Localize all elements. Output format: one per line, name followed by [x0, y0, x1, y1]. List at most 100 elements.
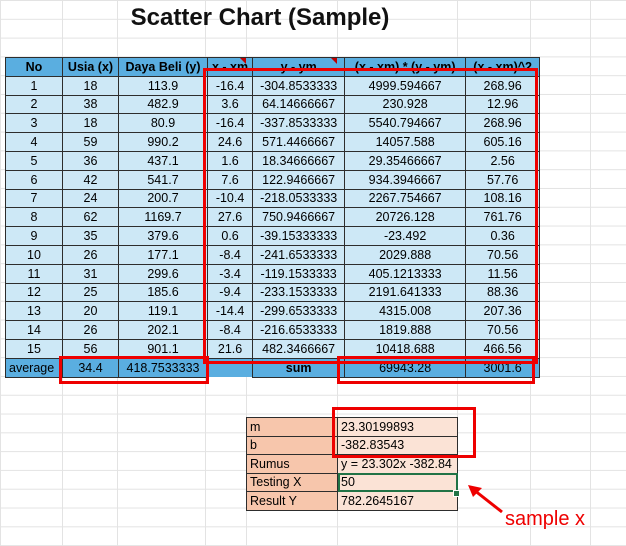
cell-y-dev[interactable]: -337.8533333	[252, 113, 346, 134]
cell-no[interactable]: 1	[5, 75, 63, 96]
cell-product[interactable]: 5540.794667	[344, 113, 467, 134]
cell-usia[interactable]: 18	[62, 75, 119, 96]
average-label[interactable]: average	[5, 357, 63, 378]
cell-x-dev[interactable]: -16.4	[206, 75, 254, 96]
cell-daya-beli[interactable]: 80.9	[118, 113, 208, 134]
cell-product[interactable]: 29.35466667	[344, 150, 467, 171]
cell-x-dev[interactable]: 0.6	[206, 226, 254, 246]
cell-no[interactable]: 8	[5, 207, 63, 228]
cell-daya-beli[interactable]: 185.6	[118, 282, 208, 303]
fill-handle[interactable]	[453, 490, 460, 497]
comment-indicator-icon[interactable]	[331, 58, 337, 64]
cell-x-dev[interactable]: -9.4	[206, 282, 254, 303]
cell-y-dev[interactable]: 122.9466667	[252, 169, 346, 190]
average-x[interactable]: 34.4	[62, 357, 119, 378]
cell-daya-beli[interactable]: 177.1	[118, 244, 208, 265]
cell-usia[interactable]: 59	[62, 132, 119, 152]
cell-no[interactable]: 6	[5, 169, 63, 190]
cell-x-dev[interactable]: -10.4	[206, 188, 254, 209]
cell-no[interactable]: 5	[5, 150, 63, 171]
cell-no[interactable]: 3	[5, 113, 63, 134]
cell-y-dev[interactable]: -39.15333333	[252, 226, 346, 246]
cell-x-squared[interactable]: 268.96	[465, 113, 541, 134]
cell-product[interactable]: -23.492	[344, 226, 467, 246]
cell-product[interactable]: 20726.128	[344, 207, 467, 228]
cell-product[interactable]: 2029.888	[344, 244, 467, 265]
cell-no[interactable]: 2	[5, 94, 63, 115]
cell-daya-beli[interactable]: 482.9	[118, 94, 208, 115]
cell-usia[interactable]: 38	[62, 94, 119, 115]
cell-y-dev[interactable]: 750.9466667	[252, 207, 346, 228]
cell-no[interactable]: 11	[5, 263, 63, 284]
cell-x-squared[interactable]: 761.76	[465, 207, 541, 228]
cell-no[interactable]: 7	[5, 188, 63, 209]
cell-x-squared[interactable]: 605.16	[465, 132, 541, 152]
cell-x-dev[interactable]: 7.6	[206, 169, 254, 190]
cell-x-squared[interactable]: 0.36	[465, 226, 541, 246]
cell-x-squared[interactable]: 466.56	[465, 338, 541, 359]
header-daya-beli[interactable]: Daya Beli (y)	[118, 57, 208, 77]
cell-y-dev[interactable]: -241.6533333	[252, 244, 346, 265]
cell-usia[interactable]: 31	[62, 263, 119, 284]
cell-product[interactable]: 230.928	[344, 94, 467, 115]
calc-value-rumus[interactable]: y = 23.302x -382.84	[337, 454, 458, 474]
calc-label-testing-x[interactable]: Testing X	[246, 472, 338, 492]
calc-label-b[interactable]: b	[246, 435, 338, 455]
cell-no[interactable]: 15	[5, 338, 63, 359]
testing-x-input-cell[interactable]: 50	[337, 472, 458, 492]
cell-x-dev[interactable]: 27.6	[206, 207, 254, 228]
cell-product[interactable]: 2267.754667	[344, 188, 467, 209]
cell-usia[interactable]: 35	[62, 226, 119, 246]
calc-value-m[interactable]: 23.30199893	[337, 417, 458, 437]
cell-x-dev[interactable]: -8.4	[206, 320, 254, 340]
cell-x-dev[interactable]: 24.6	[206, 132, 254, 152]
cell-daya-beli[interactable]: 379.6	[118, 226, 208, 246]
cell-x-dev[interactable]: -16.4	[206, 113, 254, 134]
cell-product[interactable]: 4315.008	[344, 301, 467, 322]
cell-y-dev[interactable]: -304.8533333	[252, 75, 346, 96]
calc-label-result-y[interactable]: Result Y	[246, 491, 338, 511]
cell-usia[interactable]: 56	[62, 338, 119, 359]
calc-value-result-y[interactable]: 782.2645167	[337, 491, 458, 511]
cell-daya-beli[interactable]: 202.1	[118, 320, 208, 340]
cell-no[interactable]: 12	[5, 282, 63, 303]
cell-x-dev[interactable]: 21.6	[206, 338, 254, 359]
cell-product[interactable]: 934.3946667	[344, 169, 467, 190]
cell-daya-beli[interactable]: 437.1	[118, 150, 208, 171]
cell-y-dev[interactable]: -299.6533333	[252, 301, 346, 322]
cell-daya-beli[interactable]: 1169.7	[118, 207, 208, 228]
cell-usia[interactable]: 36	[62, 150, 119, 171]
calc-value-b[interactable]: -382.83543	[337, 435, 458, 455]
cell-x-squared[interactable]: 88.36	[465, 282, 541, 303]
sheet-title[interactable]: Scatter Chart (Sample)	[130, 4, 390, 31]
cell-x-squared[interactable]: 70.56	[465, 244, 541, 265]
cell-usia[interactable]: 20	[62, 301, 119, 322]
cell-usia[interactable]: 42	[62, 169, 119, 190]
cell-x-squared[interactable]: 2.56	[465, 150, 541, 171]
comment-indicator-icon[interactable]	[240, 58, 246, 64]
cell-usia[interactable]: 62	[62, 207, 119, 228]
cell-product[interactable]: 405.1213333	[344, 263, 467, 284]
header-product[interactable]: (x - xm) * (y - ym)	[344, 57, 467, 77]
cell-daya-beli[interactable]: 119.1	[118, 301, 208, 322]
cell-x-dev[interactable]: 3.6	[206, 94, 254, 115]
cell-no[interactable]: 10	[5, 244, 63, 265]
calc-label-m[interactable]: m	[246, 417, 338, 437]
header-no[interactable]: No	[5, 57, 63, 77]
cell-daya-beli[interactable]: 990.2	[118, 132, 208, 152]
cell-x-dev[interactable]: 1.6	[206, 150, 254, 171]
cell-product[interactable]: 10418.688	[344, 338, 467, 359]
cell-y-dev[interactable]: -218.0533333	[252, 188, 346, 209]
cell-product[interactable]: 4999.594667	[344, 75, 467, 96]
cell-usia[interactable]: 24	[62, 188, 119, 209]
cell-product[interactable]: 2191.641333	[344, 282, 467, 303]
cell-no[interactable]: 4	[5, 132, 63, 152]
cell-usia[interactable]: 26	[62, 244, 119, 265]
cell-y-dev[interactable]: -119.1533333	[252, 263, 346, 284]
cell-x-dev[interactable]: -3.4	[206, 263, 254, 284]
cell-daya-beli[interactable]: 541.7	[118, 169, 208, 190]
cell-y-dev[interactable]: 482.3466667	[252, 338, 346, 359]
cell-x-dev[interactable]: -8.4	[206, 244, 254, 265]
cell-no[interactable]: 13	[5, 301, 63, 322]
cell-product[interactable]: 14057.588	[344, 132, 467, 152]
